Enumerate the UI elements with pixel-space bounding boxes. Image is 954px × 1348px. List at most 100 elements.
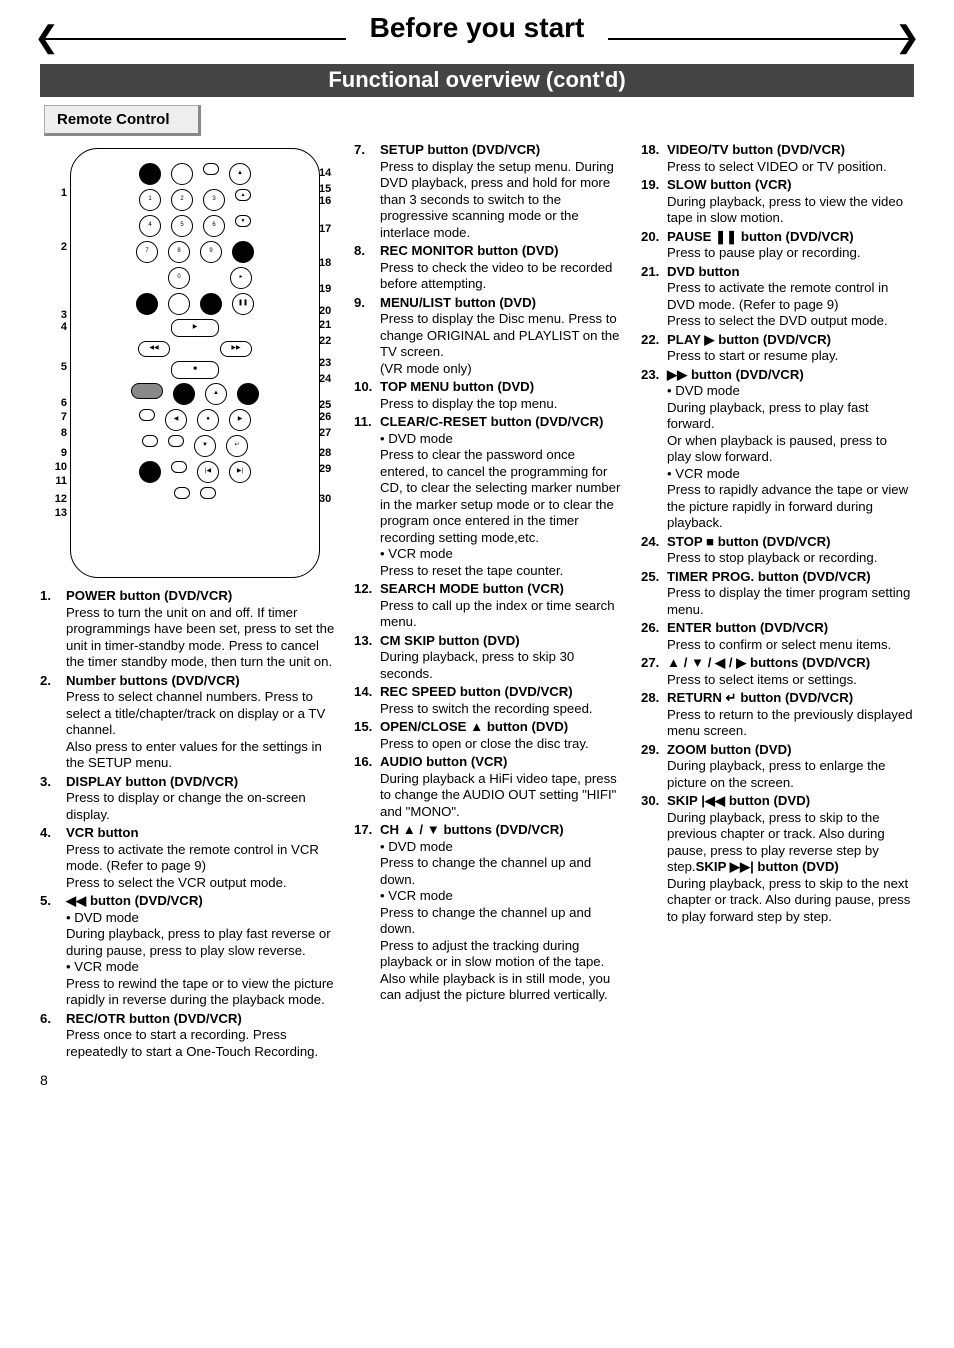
mode-text: Press to change the channel up and down. bbox=[380, 855, 591, 887]
item-number: 5. bbox=[40, 893, 66, 1009]
remote-control-label: Remote Control bbox=[44, 105, 201, 136]
callout-8: 8 bbox=[49, 427, 67, 441]
desc-item: 15.OPEN/CLOSE ▲ button (DVD)Press to ope… bbox=[354, 719, 627, 752]
skipfwd-icon: ▶| bbox=[229, 461, 251, 483]
desc-item: 23.▶▶ button (DVD/VCR)DVD modeDuring pla… bbox=[641, 367, 914, 532]
item-body: DVD buttonPress to activate the remote c… bbox=[667, 264, 914, 330]
num4-icon: 4 bbox=[139, 215, 161, 237]
item-body: OPEN/CLOSE ▲ button (DVD)Press to open o… bbox=[380, 719, 627, 752]
item-body: POWER button (DVD/VCR)Press to turn the … bbox=[66, 588, 340, 671]
item-body: ZOOM button (DVD)During playback, press … bbox=[667, 742, 914, 792]
dvd-icon bbox=[200, 293, 222, 315]
item-title: PLAY ▶ button (DVD/VCR) bbox=[667, 332, 831, 347]
mode-heading: VCR mode bbox=[667, 466, 914, 483]
item-number: 15. bbox=[354, 719, 380, 752]
item-number: 16. bbox=[354, 754, 380, 820]
item-body: REC MONITOR button (DVD)Press to check t… bbox=[380, 243, 627, 293]
callout-17: 17 bbox=[319, 223, 341, 237]
clear-icon bbox=[139, 461, 161, 483]
openclose-icon: ▲ bbox=[229, 163, 251, 185]
setup-icon bbox=[173, 383, 195, 405]
desc-item: 20.PAUSE ❚❚ button (DVD/VCR)Press to pau… bbox=[641, 229, 914, 262]
callout-13: 13 bbox=[49, 507, 67, 521]
item-number: 30. bbox=[641, 793, 667, 925]
searchmode-icon bbox=[174, 487, 190, 499]
item-text: Press to activate the remote control in … bbox=[66, 842, 319, 874]
cmskip-icon bbox=[200, 487, 216, 499]
arrow-up-icon: ▲ bbox=[205, 383, 227, 405]
ff-icon: ▶▶ bbox=[220, 341, 252, 357]
callout-6: 6 bbox=[49, 397, 67, 411]
callout-14: 14 bbox=[319, 167, 341, 181]
remote-row: 1 2 3 ▲ bbox=[81, 189, 309, 211]
item-body: Number buttons (DVD/VCR)Press to select … bbox=[66, 673, 340, 772]
item-number: 10. bbox=[354, 379, 380, 412]
item-text: Press to select the DVD output mode. bbox=[667, 313, 888, 328]
item-body: AUDIO button (VCR)During playback a HiFi… bbox=[380, 754, 627, 820]
item-body: PAUSE ❚❚ button (DVD/VCR)Press to pause … bbox=[667, 229, 914, 262]
mode-text: During playback, press to play fast forw… bbox=[667, 400, 869, 432]
callout-19: 19 bbox=[319, 283, 341, 297]
chevron-right-icon: ❯ bbox=[895, 23, 920, 53]
callout-21: 21 bbox=[319, 319, 341, 333]
item-text: Press to open or close the disc tray. bbox=[380, 736, 589, 751]
callout-26: 26 bbox=[319, 411, 341, 425]
desc-item: 5.◀◀ button (DVD/VCR)DVD modeDuring play… bbox=[40, 893, 340, 1009]
desc-item: 29.ZOOM button (DVD)During playback, pre… bbox=[641, 742, 914, 792]
callout-28: 28 bbox=[319, 447, 341, 461]
item-text: Press to display the Disc menu. Press to… bbox=[380, 311, 619, 359]
item-body: VCR buttonPress to activate the remote c… bbox=[66, 825, 340, 891]
item-body: SETUP button (DVD/VCR)Press to display t… bbox=[380, 142, 627, 241]
page: ❮ Before you start ❯ Functional overview… bbox=[0, 0, 954, 1108]
item-number: 12. bbox=[354, 581, 380, 631]
enter-icon: ● bbox=[197, 409, 219, 431]
item-body: SEARCH MODE button (VCR)Press to call up… bbox=[380, 581, 627, 631]
item-title: STOP ■ button (DVD/VCR) bbox=[667, 534, 831, 549]
remote-row: ◀◀ ▶▶ bbox=[81, 341, 309, 357]
rew-icon: ◀◀ bbox=[138, 341, 170, 357]
item-title: SLOW button (VCR) bbox=[667, 177, 792, 192]
item-text: Press to display the top menu. bbox=[380, 396, 557, 411]
callout-29: 29 bbox=[319, 463, 341, 477]
description-list-2: 7.SETUP button (DVD/VCR)Press to display… bbox=[354, 142, 627, 1004]
mode-heading: VCR mode bbox=[380, 546, 627, 563]
item-number: 24. bbox=[641, 534, 667, 567]
remote-row: ◀ ● ▶ bbox=[81, 409, 309, 431]
desc-item: 18.VIDEO/TV button (DVD/VCR)Press to sel… bbox=[641, 142, 914, 175]
item-body: RETURN ↵ button (DVD/VCR)Press to return… bbox=[667, 690, 914, 740]
item-number: 1. bbox=[40, 588, 66, 671]
item-text: Press to stop playback or recording. bbox=[667, 550, 877, 565]
callout-30: 30 bbox=[319, 493, 341, 507]
item-title: TIMER PROG. button (DVD/VCR) bbox=[667, 569, 871, 584]
recspeed-icon bbox=[171, 163, 193, 185]
mode-text: Press to clear the password once entered… bbox=[380, 447, 620, 545]
item-number: 23. bbox=[641, 367, 667, 532]
page-title: Before you start bbox=[352, 12, 603, 44]
recmon-icon bbox=[139, 409, 155, 421]
num8-icon: 8 bbox=[168, 241, 190, 263]
item-body: PLAY ▶ button (DVD/VCR)Press to start or… bbox=[667, 332, 914, 365]
callout-20: 20 bbox=[319, 305, 341, 319]
item-number: 20. bbox=[641, 229, 667, 262]
item-title: ◀◀ button (DVD/VCR) bbox=[66, 893, 203, 908]
item-body: TOP MENU button (DVD)Press to display th… bbox=[380, 379, 627, 412]
play-icon: ▶ bbox=[171, 319, 219, 337]
desc-item: 12.SEARCH MODE button (VCR)Press to call… bbox=[354, 581, 627, 631]
callout-9: 9 bbox=[49, 447, 67, 461]
column-mid: 7.SETUP button (DVD/VCR)Press to display… bbox=[354, 142, 627, 1062]
item-body: ◀◀ button (DVD/VCR)DVD modeDuring playba… bbox=[66, 893, 340, 1009]
desc-item: 26.ENTER button (DVD/VCR)Press to confir… bbox=[641, 620, 914, 653]
callout-2: 2 bbox=[49, 241, 67, 255]
callout-18: 18 bbox=[319, 257, 341, 271]
item-body: ENTER button (DVD/VCR)Press to confirm o… bbox=[667, 620, 914, 653]
item-text: Press to select channel numbers. Press t… bbox=[66, 689, 325, 737]
item-title: ZOOM button (DVD) bbox=[667, 742, 792, 757]
desc-item: 19.SLOW button (VCR)During playback, pre… bbox=[641, 177, 914, 227]
display-icon bbox=[136, 293, 158, 315]
mode-heading: DVD mode bbox=[380, 839, 627, 856]
item-text: Press to switch the recording speed. bbox=[380, 701, 593, 716]
mode-text: Press to rewind the tape or to view the … bbox=[66, 976, 334, 1008]
mode-heading: DVD mode bbox=[66, 910, 340, 927]
num9-icon: 9 bbox=[200, 241, 222, 263]
item-title-extra: SKIP ▶▶| button (DVD) bbox=[696, 859, 839, 874]
